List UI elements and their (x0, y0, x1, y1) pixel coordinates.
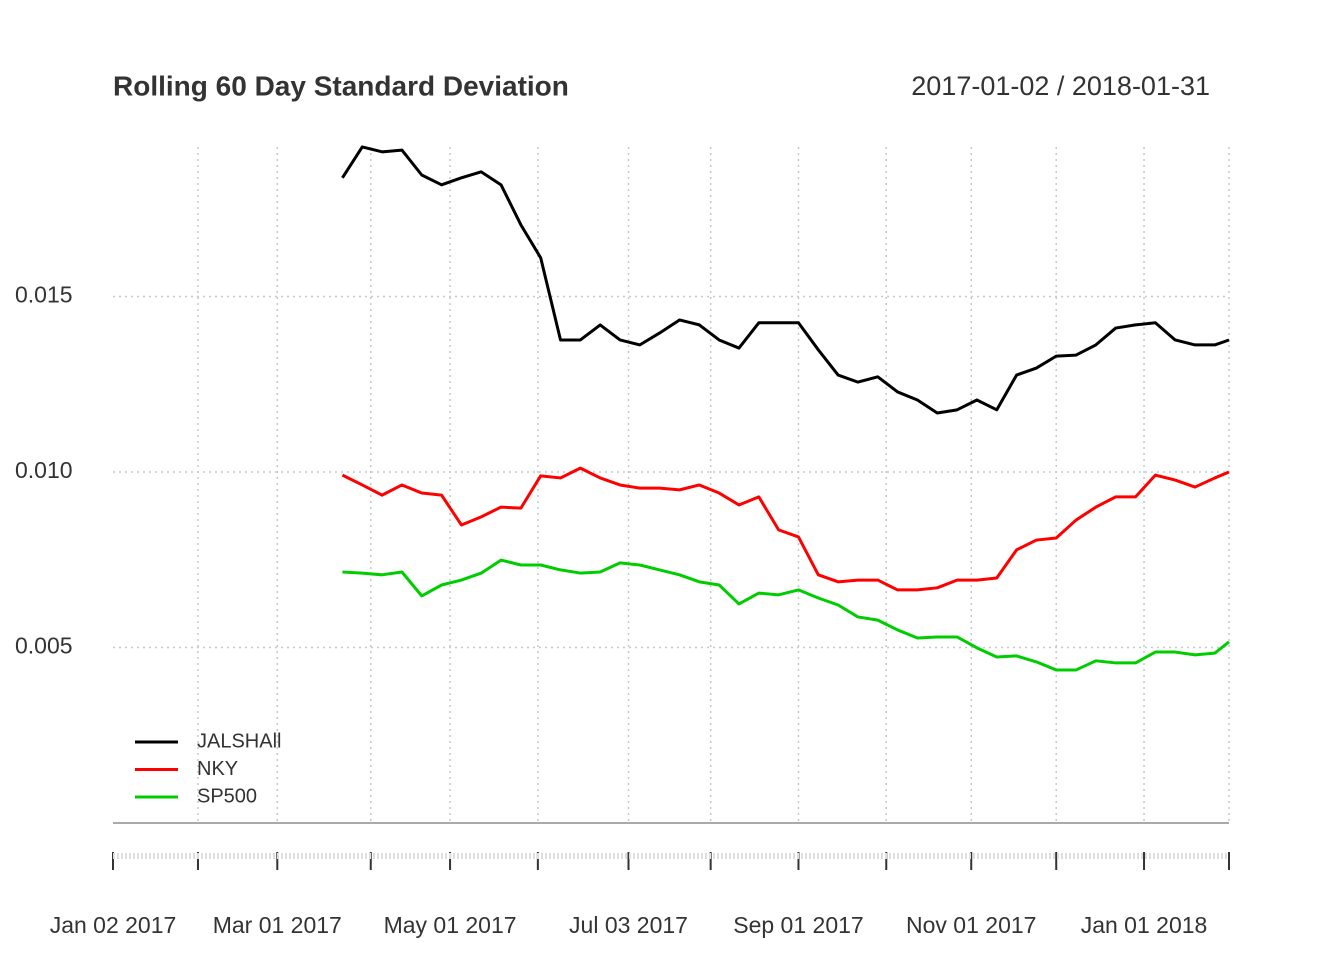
y-tick-label: 0.005 (15, 633, 73, 659)
legend-label: NKY (197, 758, 238, 780)
series-line (342, 558, 1230, 672)
x-tick-label: Nov 01 2017 (906, 912, 1036, 938)
legend-label: JALSHAll (197, 730, 281, 752)
x-tick-label: May 01 2017 (384, 912, 517, 938)
x-tick-label: Mar 01 2017 (213, 912, 342, 938)
x-tick-label: Sep 01 2017 (733, 912, 863, 938)
y-tick-label: 0.010 (15, 457, 73, 483)
y-tick-label: 0.015 (15, 282, 73, 308)
series-line (341, 466, 1230, 592)
chart-title: Rolling 60 Day Standard Deviation (113, 70, 569, 101)
x-tick-label: Jul 03 2017 (569, 912, 688, 938)
x-tick-label: Jan 01 2018 (1081, 912, 1208, 938)
series-line (341, 145, 1230, 415)
x-tick-label: Jan 02 2017 (50, 912, 177, 938)
legend-label: SP500 (197, 785, 257, 807)
chart-subtitle: 2017-01-02 / 2018-01-31 (911, 71, 1210, 101)
